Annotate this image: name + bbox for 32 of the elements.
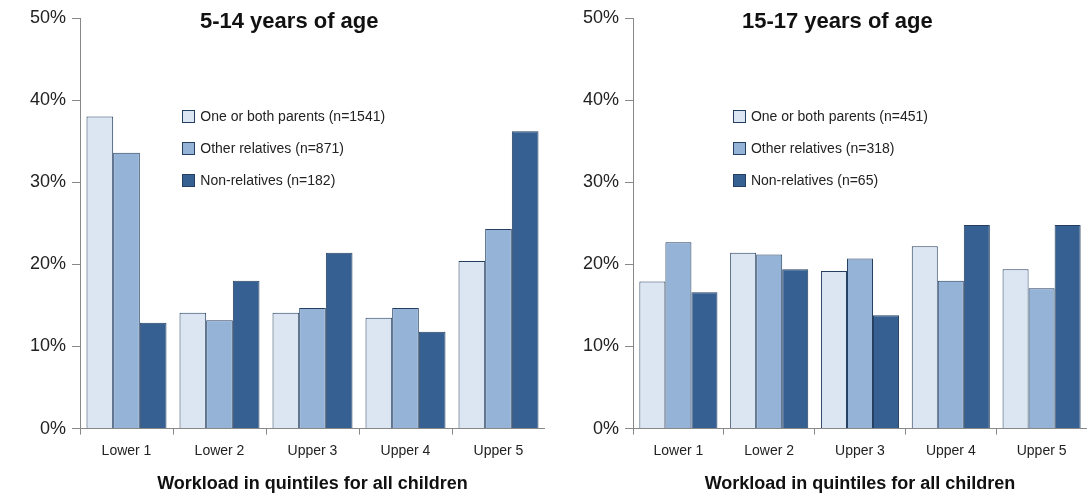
x-tick-label: Lower 2 — [744, 441, 795, 458]
y-tick-label: 30% — [582, 171, 619, 192]
x-tick-label: Upper 3 — [287, 441, 338, 458]
y-tick-label: 30% — [29, 171, 66, 192]
x-tick-label: Lower 1 — [101, 441, 152, 458]
x-tick-label: Upper 4 — [380, 441, 431, 458]
y-tick-label: 50% — [29, 6, 66, 27]
legend-label: One or both parents (n=1541) — [200, 108, 386, 125]
y-tick-label: 20% — [582, 253, 619, 274]
y-tick-label: 0% — [39, 417, 66, 438]
x-tick-label: Upper 4 — [925, 441, 976, 458]
y-tick-label: 10% — [582, 335, 619, 356]
x-tick-label: Lower 1 — [653, 441, 704, 458]
legend-label: Other relatives (n=871) — [200, 140, 344, 157]
y-tick-label: 0% — [592, 417, 619, 438]
x-tick-label: Lower 2 — [194, 441, 245, 458]
legend-label: Non-relatives (n=182) — [200, 172, 336, 189]
y-tick-label: 10% — [29, 335, 66, 356]
chart-title: 5-14 years of age — [199, 8, 379, 34]
legend-label: Non-relatives (n=65) — [750, 172, 879, 189]
y-tick-label: 40% — [582, 89, 619, 110]
x-tick-label: Upper 5 — [1016, 441, 1067, 458]
x-axis-title: Workload in quintiles for all children — [157, 473, 468, 494]
x-axis-title: Workload in quintiles for all children — [704, 473, 1016, 494]
x-tick-label: Upper 5 — [473, 441, 524, 458]
legend-label: One or both parents (n=451) — [750, 108, 928, 125]
y-tick-label: 20% — [29, 253, 66, 274]
y-tick-label: 40% — [29, 89, 66, 110]
legend-label: Other relatives (n=318) — [750, 140, 895, 157]
chart-title: 15-17 years of age — [741, 8, 933, 34]
x-tick-label: Upper 3 — [835, 441, 886, 458]
y-tick-label: 50% — [582, 6, 619, 27]
